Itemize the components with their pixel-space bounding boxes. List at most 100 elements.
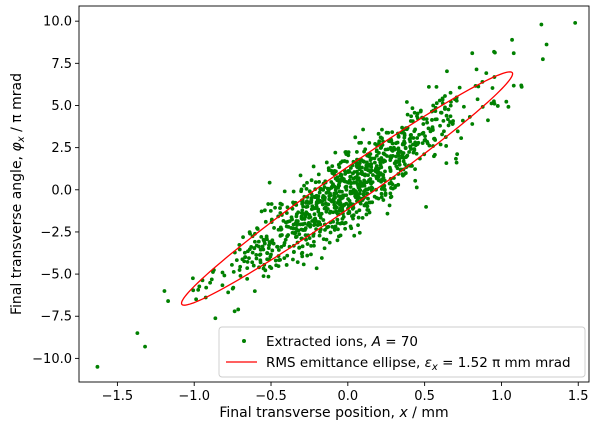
- data-point: [405, 153, 410, 158]
- data-point: [261, 274, 266, 279]
- data-point: [506, 104, 511, 109]
- data-point: [390, 182, 395, 187]
- data-point: [374, 148, 379, 153]
- data-point: [213, 316, 218, 321]
- data-point: [300, 228, 305, 232]
- data-point: [325, 186, 330, 191]
- data-point: [389, 194, 394, 199]
- data-point: [544, 42, 549, 47]
- x-tick-label: 1.5: [568, 389, 589, 404]
- data-point: [316, 209, 321, 214]
- data-point: [275, 244, 279, 249]
- data-point: [388, 154, 393, 158]
- data-point: [403, 162, 407, 167]
- data-point: [305, 253, 310, 258]
- data-point: [311, 233, 316, 238]
- data-point: [408, 136, 413, 141]
- data-point: [309, 243, 313, 248]
- data-point: [265, 237, 269, 242]
- data-point: [270, 248, 275, 253]
- x-tick-label: −1.5: [102, 389, 134, 404]
- data-point: [336, 227, 340, 232]
- data-point: [347, 198, 352, 203]
- data-point: [309, 252, 313, 257]
- data-point: [314, 200, 319, 205]
- data-point: [373, 166, 378, 171]
- data-point: [351, 176, 356, 181]
- data-point: [341, 204, 345, 208]
- data-point: [259, 209, 264, 214]
- data-point: [143, 344, 147, 349]
- data-point: [357, 208, 362, 213]
- x-axis-ticks: −1.5 −1.0 −0.5 0.0 0.5 1.0 1.5: [102, 382, 589, 404]
- data-point: [386, 130, 391, 135]
- data-point: [204, 285, 209, 290]
- data-point: [350, 171, 355, 176]
- data-point: [378, 171, 383, 176]
- data-point: [242, 250, 247, 255]
- data-point: [162, 289, 167, 293]
- x-axis-label: Final transverse position, x / mm: [219, 405, 448, 421]
- data-point: [343, 220, 348, 225]
- data-point: [323, 201, 328, 206]
- data-point: [444, 113, 449, 118]
- data-point: [309, 178, 314, 183]
- data-point: [277, 258, 281, 263]
- data-point: [377, 139, 382, 144]
- data-point: [381, 160, 386, 164]
- data-point: [248, 231, 252, 236]
- data-point: [317, 233, 322, 238]
- data-point: [306, 201, 310, 205]
- data-point: [434, 101, 439, 106]
- data-point: [417, 132, 421, 137]
- data-point: [348, 174, 353, 179]
- data-point: [317, 190, 322, 195]
- data-point: [332, 193, 337, 198]
- data-point: [260, 244, 265, 249]
- data-point: [357, 167, 362, 172]
- data-point: [378, 135, 383, 140]
- data-point: [299, 189, 303, 194]
- data-point: [364, 180, 369, 185]
- data-point: [347, 211, 352, 215]
- data-point: [372, 160, 377, 165]
- data-point: [326, 168, 331, 173]
- data-point: [335, 185, 340, 190]
- data-point: [266, 202, 271, 206]
- data-point: [342, 179, 347, 184]
- data-point: [440, 132, 444, 137]
- data-point: [291, 250, 296, 255]
- data-point: [328, 230, 333, 235]
- data-point: [454, 160, 459, 165]
- data-point: [190, 276, 195, 281]
- data-point: [231, 285, 236, 290]
- data-point: [342, 159, 347, 163]
- data-point: [346, 170, 350, 175]
- data-point: [258, 252, 263, 257]
- data-point: [373, 141, 378, 146]
- data-point: [413, 167, 417, 172]
- data-point: [366, 173, 370, 177]
- data-point: [348, 224, 353, 229]
- data-point: [379, 195, 384, 200]
- data-point: [424, 205, 428, 209]
- data-point: [414, 185, 419, 190]
- data-point: [394, 164, 399, 168]
- x-tick-label: −1.0: [178, 389, 210, 404]
- data-point: [301, 262, 306, 267]
- data-point: [353, 135, 358, 140]
- data-point: [383, 169, 387, 174]
- data-point: [338, 200, 342, 205]
- data-point: [252, 239, 257, 244]
- data-point: [265, 251, 269, 255]
- data-point: [448, 120, 452, 124]
- y-tick-label: 7.5: [51, 57, 72, 72]
- data-point: [368, 177, 373, 181]
- data-point: [295, 260, 300, 265]
- data-point: [431, 103, 436, 108]
- data-point: [399, 150, 404, 155]
- data-point: [267, 243, 271, 248]
- data-point: [299, 251, 304, 256]
- data-point: [372, 194, 377, 199]
- data-point: [379, 191, 384, 196]
